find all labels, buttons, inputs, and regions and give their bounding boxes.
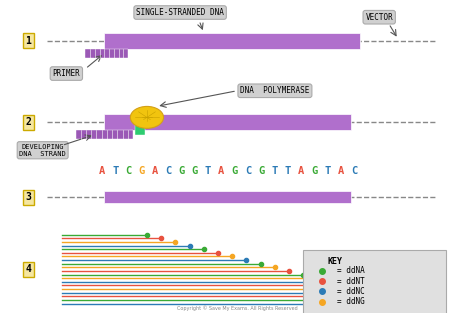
Text: T: T — [284, 166, 291, 176]
Text: A: A — [337, 166, 344, 176]
Text: Copyright © Save My Exams. All Rights Reserved: Copyright © Save My Exams. All Rights Re… — [177, 306, 297, 311]
Text: A: A — [218, 166, 225, 176]
Text: A: A — [298, 166, 304, 176]
Text: G: G — [231, 166, 238, 176]
Text: 3: 3 — [26, 192, 31, 202]
FancyBboxPatch shape — [303, 250, 446, 313]
Circle shape — [130, 106, 164, 128]
Text: C: C — [125, 166, 132, 176]
FancyBboxPatch shape — [104, 33, 360, 49]
FancyBboxPatch shape — [104, 114, 351, 130]
Text: 1: 1 — [26, 36, 31, 46]
Text: VECTOR: VECTOR — [365, 13, 393, 22]
Text: T: T — [205, 166, 211, 176]
Text: G: G — [311, 166, 318, 176]
FancyBboxPatch shape — [104, 191, 351, 203]
FancyBboxPatch shape — [135, 125, 145, 135]
Text: C: C — [351, 166, 357, 176]
FancyBboxPatch shape — [85, 49, 128, 58]
Text: = ddNT: = ddNT — [337, 277, 365, 285]
Text: = ddNG: = ddNG — [337, 297, 365, 306]
FancyBboxPatch shape — [76, 130, 133, 139]
Text: DEVELOPING
DNA  STRAND: DEVELOPING DNA STRAND — [19, 144, 66, 157]
Text: G: G — [258, 166, 264, 176]
Text: C: C — [165, 166, 172, 176]
Text: DNA  POLYMERASE: DNA POLYMERASE — [240, 86, 310, 95]
Text: T: T — [271, 166, 278, 176]
Text: G: G — [178, 166, 185, 176]
Text: = ddNC: = ddNC — [337, 287, 365, 296]
Text: T: T — [324, 166, 331, 176]
Text: A: A — [99, 166, 105, 176]
Text: C: C — [245, 166, 251, 176]
Text: G: G — [191, 166, 198, 176]
Text: 4: 4 — [26, 264, 31, 274]
Text: A: A — [152, 166, 158, 176]
Text: G: G — [138, 166, 145, 176]
Text: 2: 2 — [26, 117, 31, 127]
Text: SINGLE-STRANDED DNA: SINGLE-STRANDED DNA — [136, 8, 224, 17]
Text: = ddNA: = ddNA — [337, 266, 365, 275]
Text: T: T — [112, 166, 118, 176]
Text: KEY: KEY — [327, 257, 342, 266]
Text: PRIMER: PRIMER — [53, 69, 80, 78]
